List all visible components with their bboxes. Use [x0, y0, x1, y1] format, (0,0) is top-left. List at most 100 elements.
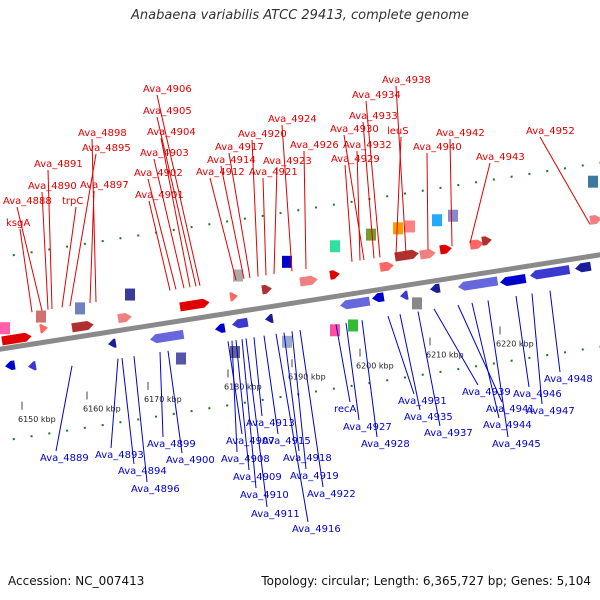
gene-label-bottom: Ava_4939	[462, 387, 511, 398]
leader-line	[457, 304, 503, 403]
leader-line	[110, 358, 119, 449]
forward-gene-9	[329, 270, 340, 280]
leader-line	[343, 134, 365, 261]
gene-label-bottom: Ava_4907	[226, 436, 275, 447]
gene-label-bottom: Ava_4944	[483, 420, 532, 431]
reverse-gene-4	[150, 329, 185, 344]
gene-label-bottom: Ava_4899	[147, 439, 196, 450]
leader-line	[356, 150, 361, 261]
gene-label-top: Ava_4943	[476, 152, 525, 163]
leader-line	[251, 139, 259, 277]
gene-label-bottom: recA	[334, 404, 357, 415]
leader-line	[61, 206, 77, 308]
feature-box-15	[348, 319, 358, 332]
leader-line	[361, 320, 378, 438]
forward-gene-6	[229, 292, 238, 302]
leader-line	[133, 356, 148, 483]
forward-gene-7	[261, 284, 272, 295]
forward-gene-14	[469, 239, 484, 250]
feature-box-6	[282, 255, 292, 268]
forward-gene-16	[589, 214, 600, 225]
map-title: Anabaena variabilis ATCC 29413, complete…	[131, 8, 469, 23]
forward-gene-8	[299, 275, 318, 287]
reverse-gene-15	[575, 261, 592, 273]
leader-line	[235, 340, 250, 471]
leader-line	[231, 340, 238, 453]
forward-gene-13	[439, 244, 452, 255]
feature-box-17	[282, 335, 292, 348]
scale-tick-label: 6220 kbp	[496, 340, 534, 349]
scale-tick-label: 6210 kbp	[426, 351, 464, 360]
leader-line	[299, 329, 324, 488]
feature-box-8	[366, 228, 376, 241]
forward-gene-12	[419, 249, 436, 260]
leader-line	[539, 136, 591, 225]
forward-gene-1	[1, 332, 32, 346]
gene-label-top: Ava_4923	[263, 156, 312, 167]
leader-line	[281, 124, 293, 272]
reverse-gene-11	[430, 283, 441, 294]
backbone-line	[0, 252, 600, 352]
leader-line	[148, 200, 171, 291]
gene-label-bottom: Ava_4945	[492, 439, 541, 450]
gene-label-top: Ava_4929	[331, 154, 380, 165]
leader-line	[220, 165, 245, 279]
gene-label-top: Ava_4942	[436, 128, 485, 139]
gene-label-top: leuS	[387, 126, 409, 137]
forward-gene-5	[179, 298, 210, 312]
gene-label-bottom: Ava_4908	[221, 454, 270, 465]
gene-label-top: Ava_4888	[3, 196, 52, 207]
reverse-gene-3	[108, 338, 117, 348]
leader-line	[417, 311, 441, 427]
gene-labels: ksgA Ava_4888 Ava_4890 trpC Ava_4891 Ava_4897…	[3, 75, 593, 535]
leader-line	[387, 315, 415, 395]
leader-line	[262, 177, 267, 276]
gene-label-bottom: Ava_4928	[361, 439, 410, 450]
leader-line	[253, 337, 263, 417]
scale-tick-label: 6200 kbp	[356, 362, 394, 371]
gene-label-top: Ava_4891	[34, 159, 83, 170]
leader-line	[245, 338, 268, 508]
feature-box-1	[0, 322, 10, 335]
gene-label-bottom: Ava_4941	[486, 404, 535, 415]
leader-line	[69, 153, 97, 307]
reverse-gene-9	[372, 292, 385, 303]
leader-line	[345, 322, 360, 421]
feature-box-3	[75, 302, 85, 315]
feature-box-7	[330, 240, 340, 253]
leader-line	[344, 164, 353, 262]
leader-line	[335, 324, 351, 403]
feature-box-13	[588, 175, 598, 188]
gene-label-bottom: Ava_4909	[233, 472, 282, 483]
leader-line	[19, 228, 33, 313]
gene-label-bottom: Ava_4894	[118, 466, 167, 477]
forward-gene-10	[379, 261, 394, 272]
feature-box-9	[393, 222, 403, 235]
leader-line	[365, 100, 381, 258]
leader-line	[156, 94, 201, 286]
feature-box-10	[405, 220, 415, 233]
leader-line	[153, 158, 185, 289]
gene-label-bottom: Ava_4910	[240, 490, 289, 501]
leader-line	[531, 293, 543, 405]
leader-line	[228, 152, 251, 278]
feature-box-4	[125, 288, 135, 301]
gene-label-top: Ava_4902	[134, 168, 183, 179]
leader-line	[16, 206, 43, 311]
leader-line	[159, 352, 164, 438]
leader-line	[41, 191, 49, 310]
reverse-gene-8	[340, 296, 371, 310]
reverse-gene-7	[265, 313, 274, 324]
gene-label-top: Ava_4912	[196, 167, 245, 178]
leader-line	[449, 138, 453, 247]
leader-line	[303, 150, 307, 270]
gene-label-bottom: Ava_4915	[262, 436, 311, 447]
gene-label-top: Ava_4934	[352, 90, 401, 101]
gene-label-top: Ava_4901	[135, 190, 184, 201]
gene-label-top: Ava_4938	[382, 75, 431, 86]
gene-label-top: Ava_4914	[207, 155, 256, 166]
gene-label-bottom: Ava_4918	[283, 453, 332, 464]
leader-line	[55, 365, 73, 452]
